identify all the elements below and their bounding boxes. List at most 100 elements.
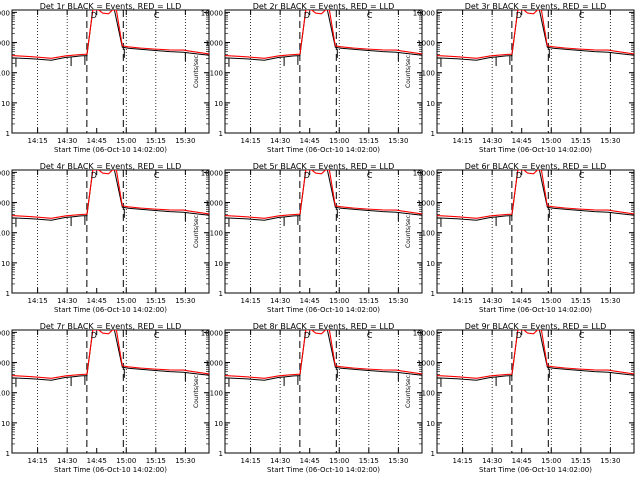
x-tick-label: 15:15 [146,297,166,305]
detector-panel-5: Det 5r BLACK = Events, RED = LLD 1 10 100 10… [193,162,423,314]
y-tick-label: 1 [6,130,10,138]
x-tick-label: 15:15 [359,457,379,465]
series-events-line [12,330,209,381]
detector-panel-2: Det 2r BLACK = Events, RED = LLD 1 10 100 10… [193,2,423,154]
annotation-c: C [367,11,373,20]
y-tick-label: 10000 [201,169,223,177]
annotation-d: D [304,11,310,20]
x-tick-label: 15:30 [175,297,195,305]
x-axis-label: Start Time (06-Oct-10 14:02:00) [479,466,592,474]
series-events-line [437,170,634,221]
x-tick-label: 14:15 [453,297,473,305]
y-tick-label: 1 [219,130,223,138]
y-axis-label: Counts/sec [193,375,200,408]
x-tick-label: 14:15 [28,457,48,465]
series-lld-line [12,330,209,379]
annotation-c: C [154,171,160,180]
series-lld-line [225,10,422,59]
annotation-d: D [91,11,97,20]
series-events-line [437,330,634,381]
x-tick-label: 14:30 [482,297,502,305]
series-lld-line [437,170,634,219]
x-tick-label: 15:30 [175,457,195,465]
x-tick-label: 14:30 [57,137,77,145]
x-tick-label: 15:00 [541,137,561,145]
x-tick-label: 15:15 [571,457,591,465]
series-lld-line [12,10,209,59]
x-tick-label: 15:30 [388,297,408,305]
panel-title: Det 6r BLACK = Events, RED = LLD [465,162,607,171]
series-events-line [12,10,209,61]
x-tick-label: 14:30 [57,297,77,305]
y-tick-label: 1 [219,290,223,298]
y-tick-label: 10000 [413,9,435,17]
y-axis-label: Counts/sec [193,55,200,88]
x-tick-label: 15:15 [146,137,166,145]
series-lld-line [225,170,422,219]
annotation-d: D [516,11,522,20]
y-tick-label: 10 [1,100,10,108]
x-axis-label: Start Time (06-Oct-10 14:02:00) [267,306,380,314]
detector-panel-3: Det 3r BLACK = Events, RED = LLD 1 10 100 10… [405,2,635,154]
series-group [12,10,209,67]
y-tick-label: 1000 [417,40,435,48]
x-tick-label: 14:30 [270,137,290,145]
y-tick-label: 10 [426,420,435,428]
series-group [437,10,634,67]
y-tick-label: 10000 [201,9,223,17]
panel-title: Det 1r BLACK = Events, RED = LLD [40,2,182,11]
plot-frame [11,9,210,134]
x-tick-label: 15:15 [359,137,379,145]
y-tick-label: 1000 [205,360,223,368]
y-tick-label: 1 [6,290,10,298]
x-tick-label: 14:45 [300,137,320,145]
x-tick-label: 15:00 [116,137,136,145]
x-tick-label: 15:15 [359,297,379,305]
annotation-c: C [579,171,585,180]
x-tick-label: 15:30 [175,137,195,145]
x-tick-label: 15:30 [600,137,620,145]
annotation-d: D [304,171,310,180]
x-tick-label: 15:15 [146,457,166,465]
x-axis-label: Start Time (06-Oct-10 14:02:00) [479,306,592,314]
x-tick-label: 14:45 [300,457,320,465]
series-events-line [225,170,422,221]
y-tick-label: 1000 [0,200,10,208]
annotation-d: D [91,171,97,180]
y-tick-label: 1 [431,130,435,138]
y-tick-label: 10 [214,100,223,108]
y-tick-label: 100 [0,230,10,238]
x-tick-label: 15:00 [329,297,349,305]
x-tick-label: 15:00 [541,457,561,465]
detector-panel-1: Det 1r BLACK = Events, RED = LLD 1 10 100 10… [0,2,210,154]
x-axis-label: Start Time (06-Oct-10 14:02:00) [54,466,167,474]
y-tick-label: 100 [422,230,435,238]
y-tick-label: 100 [0,390,10,398]
annotation-c: C [154,331,160,340]
plot-frame [224,9,423,134]
x-tick-label: 14:30 [482,457,502,465]
x-tick-label: 14:15 [28,137,48,145]
x-tick-label: 15:15 [571,297,591,305]
series-group [12,330,209,387]
x-tick-label: 14:15 [453,457,473,465]
x-tick-label: 15:15 [571,137,591,145]
x-tick-label: 15:00 [116,297,136,305]
y-tick-label: 1000 [417,360,435,368]
y-tick-label: 100 [0,70,10,78]
y-tick-label: 10000 [201,329,223,337]
y-axis-label: Counts/sec [405,375,412,408]
x-tick-label: 15:00 [116,457,136,465]
annotation-c: C [367,171,373,180]
x-tick-label: 15:30 [600,457,620,465]
y-tick-label: 1000 [205,40,223,48]
detector-panel-4: Det 4r BLACK = Events, RED = LLD 1 10 100 10… [0,162,210,314]
y-tick-label: 100 [422,390,435,398]
series-group [225,170,422,227]
detector-panel-9: Det 9r BLACK = Events, RED = LLD 1 10 100 10… [405,322,635,474]
y-tick-label: 1000 [0,360,10,368]
y-tick-label: 1 [6,450,10,458]
y-tick-label: 10 [1,420,10,428]
y-tick-label: 10000 [413,329,435,337]
